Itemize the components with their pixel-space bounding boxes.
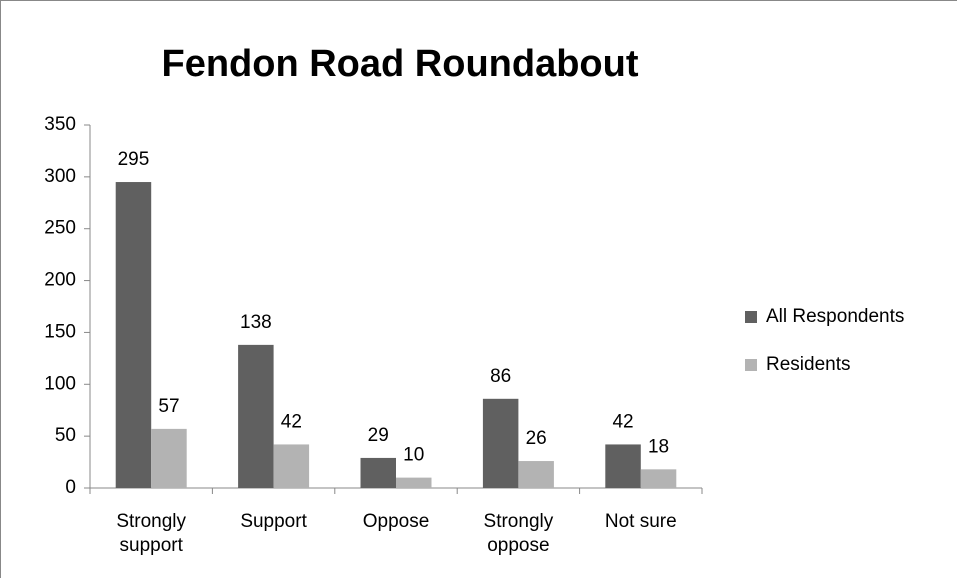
y-tick-label: 200 xyxy=(44,270,76,291)
legend-swatch xyxy=(745,359,757,371)
chart-title: Fendon Road Roundabout xyxy=(161,43,638,85)
value-label: 57 xyxy=(158,396,179,417)
legend-swatch xyxy=(745,311,757,323)
value-label: 42 xyxy=(612,411,633,432)
y-tick-label: 350 xyxy=(44,114,76,135)
bar xyxy=(360,457,396,488)
value-label: 86 xyxy=(490,366,511,387)
value-label: 26 xyxy=(526,428,547,449)
bar xyxy=(518,461,554,488)
bar xyxy=(151,428,187,488)
x-tick-label: Strongly support xyxy=(116,511,187,556)
bar xyxy=(115,182,152,489)
value-label: 138 xyxy=(240,312,272,333)
value-label: 42 xyxy=(281,411,302,432)
bar xyxy=(273,444,310,488)
x-tick-label: Strongly oppose xyxy=(483,511,554,556)
y-tick-label: 50 xyxy=(55,425,76,446)
value-label: 10 xyxy=(403,445,424,466)
y-tick-label: 250 xyxy=(44,218,76,239)
y-tick-label: 300 xyxy=(44,166,76,187)
y-tick-label: 150 xyxy=(44,321,76,342)
bar xyxy=(482,398,519,488)
bar xyxy=(238,344,274,488)
value-label: 295 xyxy=(118,149,150,170)
y-tick-label: 100 xyxy=(44,373,76,394)
x-tick-label: Not sure xyxy=(604,511,677,532)
x-tick-label: Oppose xyxy=(362,511,430,532)
bar xyxy=(605,444,641,488)
legend-label: Residents xyxy=(766,354,851,375)
value-label: 18 xyxy=(648,436,669,457)
value-label: 29 xyxy=(368,425,389,446)
x-tick-label: Support xyxy=(240,511,307,532)
bar xyxy=(396,477,432,488)
bar xyxy=(640,469,677,488)
y-tick-label: 0 xyxy=(65,477,76,498)
legend-label: All Respondents xyxy=(766,306,904,327)
